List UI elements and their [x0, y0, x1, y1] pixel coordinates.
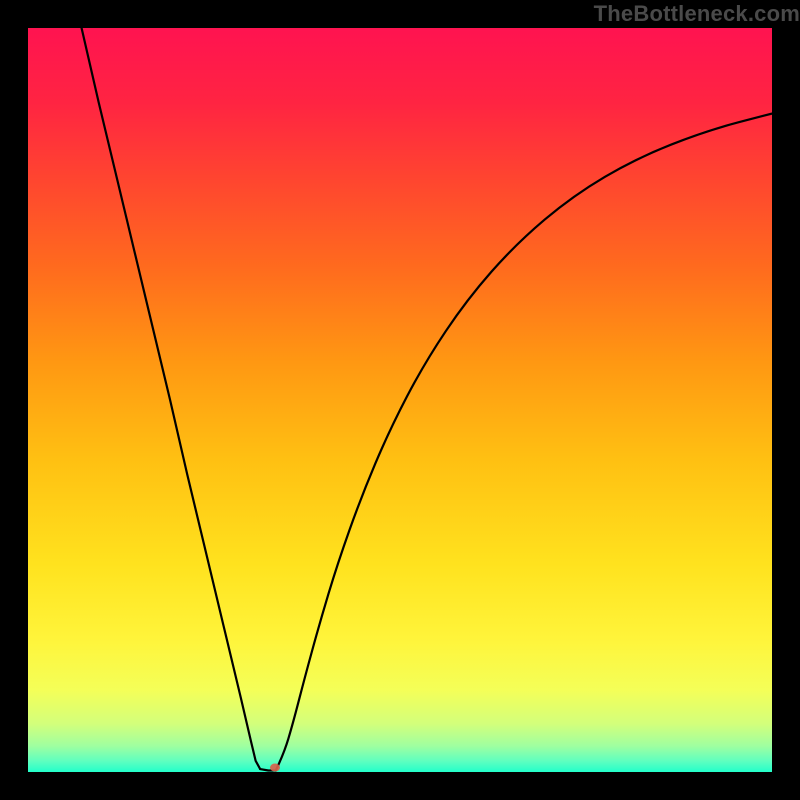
- chart-container: TheBottleneck.com: [0, 0, 800, 800]
- optimal-point-marker: [270, 764, 280, 772]
- bottleneck-curve-chart: [28, 28, 772, 772]
- watermark-text: TheBottleneck.com: [594, 0, 800, 27]
- chart-background: [28, 28, 772, 772]
